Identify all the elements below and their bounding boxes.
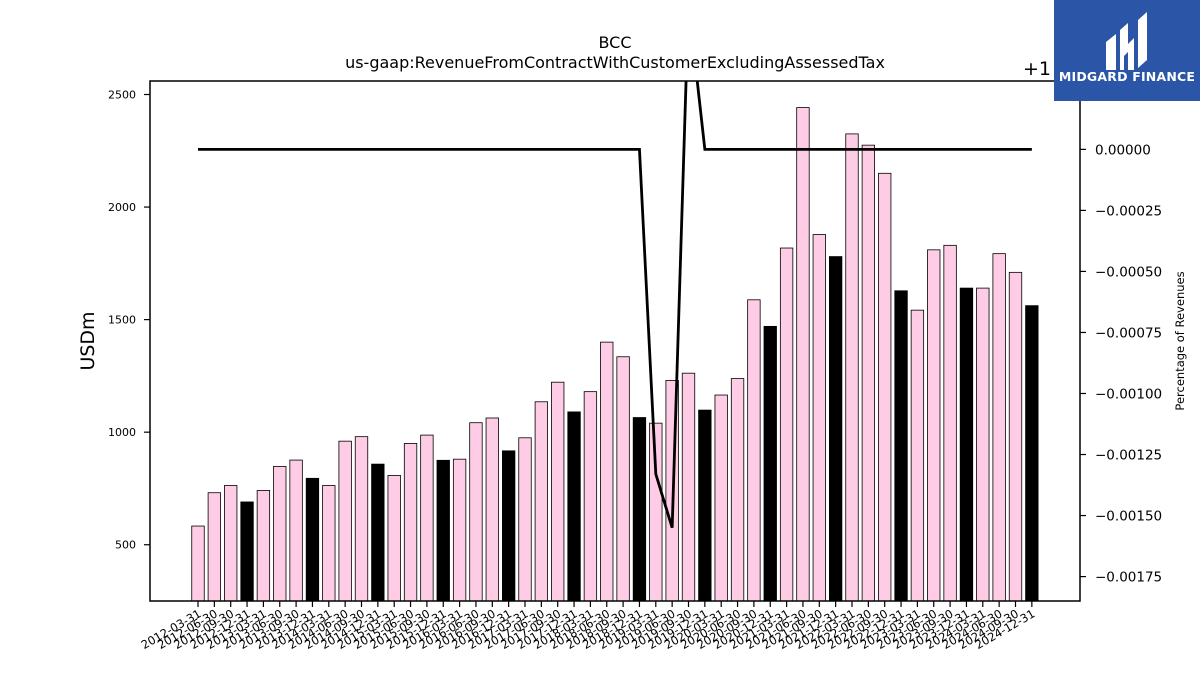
- bar-2015-09-30: [420, 434, 434, 601]
- bar-2021-06-30: [796, 107, 810, 601]
- bar-2014-09-30: [354, 436, 369, 601]
- bar-2016-12-31: [501, 450, 516, 601]
- bar-2018-03-31: [583, 391, 598, 601]
- bar-2022-09-30: [878, 172, 892, 601]
- bar-2012-03-31: [191, 525, 205, 601]
- brand-logo: MIDGARD FINANCE: [1054, 0, 1200, 101]
- bar-2017-06-30: [534, 401, 548, 601]
- bar-2018-12-31: [632, 417, 647, 601]
- bar-2015-03-31: [387, 474, 401, 601]
- chart-title: BCC: [598, 33, 631, 52]
- bar-2013-03-31: [256, 490, 271, 601]
- bar-2024-06-30: [992, 253, 1006, 601]
- y-tick-label-2000: 2000: [108, 201, 136, 214]
- bar-2012-09-30: [224, 485, 238, 601]
- bar-2024-12-31: [1025, 305, 1039, 601]
- y-tick-label-1000: 1000: [108, 426, 136, 439]
- y-axis-label: USDm: [77, 311, 99, 370]
- logo-mark-icon: [1106, 12, 1147, 70]
- bar-2018-06-30: [600, 341, 614, 601]
- bar-2022-03-31: [845, 133, 859, 601]
- y2-tick-label-4: −0.00100: [1095, 386, 1162, 402]
- y2-tick-label-3: −0.00075: [1095, 325, 1162, 341]
- y2-tick-label-5: −0.00125: [1095, 448, 1162, 464]
- bar-2020-12-31: [763, 325, 777, 601]
- bar-2015-06-30: [403, 443, 418, 601]
- bar-2013-12-31: [305, 477, 320, 601]
- bar-2021-12-31: [829, 256, 843, 601]
- bar-2019-09-30: [681, 372, 696, 601]
- plot-frame: [149, 80, 1081, 602]
- bar-2017-09-30: [551, 381, 565, 601]
- bar-2023-06-30: [927, 249, 941, 601]
- bar-2014-03-31: [322, 485, 336, 601]
- line-group: [198, 81, 1032, 529]
- bar-2024-09-30: [1008, 271, 1023, 601]
- y-tick-label-2500: 2500: [108, 89, 136, 102]
- bar-2016-09-30: [485, 417, 499, 601]
- y2-offset-label: +1: [1023, 58, 1051, 80]
- y-tick-label-1500: 1500: [108, 314, 136, 327]
- bar-2014-06-30: [338, 440, 352, 601]
- bar-2021-03-31: [779, 247, 794, 601]
- bar-2012-12-31: [240, 501, 254, 601]
- bar-2019-03-31: [649, 422, 663, 601]
- chart-subtitle: us-gaap:RevenueFromContractWithCustomerE…: [345, 53, 885, 72]
- bar-2020-09-30: [747, 299, 761, 601]
- bar-2018-09-30: [616, 356, 630, 601]
- y2-tick-label-1: −0.00025: [1095, 203, 1162, 219]
- bar-2020-06-30: [730, 378, 745, 601]
- bar-2013-09-30: [289, 459, 303, 601]
- bar-2012-06-30: [207, 492, 222, 601]
- revenue-percentage-line: [198, 81, 1032, 529]
- axes-group: 500 1000 1500 2000 2500 0.00000 −0.00025 −0.000…: [108, 80, 1162, 652]
- y2-tick-label-7: −0.00175: [1095, 570, 1162, 586]
- bar-2017-03-31: [518, 437, 532, 601]
- bar-2016-03-31: [452, 458, 467, 601]
- bar-2023-03-31: [910, 309, 925, 601]
- bar-2019-12-31: [698, 409, 712, 601]
- bar-2023-09-30: [943, 244, 957, 601]
- bar-2023-12-31: [959, 287, 974, 601]
- bar-2016-06-30: [469, 422, 483, 601]
- y2-tick-label-6: −0.00150: [1095, 509, 1162, 525]
- logo-text: MIDGARD FINANCE: [1058, 69, 1196, 84]
- bar-2022-06-30: [861, 144, 875, 601]
- bar-2024-03-31: [976, 287, 990, 601]
- bar-2021-09-30: [812, 234, 826, 601]
- y2-tick-label-0: 0.00000: [1095, 142, 1151, 158]
- bar-2015-12-31: [436, 459, 450, 601]
- bar-2014-12-31: [371, 463, 385, 601]
- y-tick-label-500: 500: [115, 539, 136, 552]
- bar-2020-03-31: [714, 394, 728, 601]
- y2-axis-label: Percentage of Revenues: [1173, 271, 1187, 410]
- bars-group: [191, 107, 1039, 601]
- bar-2017-12-31: [567, 411, 581, 601]
- bar-2022-12-31: [894, 290, 908, 601]
- bar-2013-06-30: [273, 465, 287, 601]
- y2-tick-label-2: −0.00050: [1095, 264, 1162, 280]
